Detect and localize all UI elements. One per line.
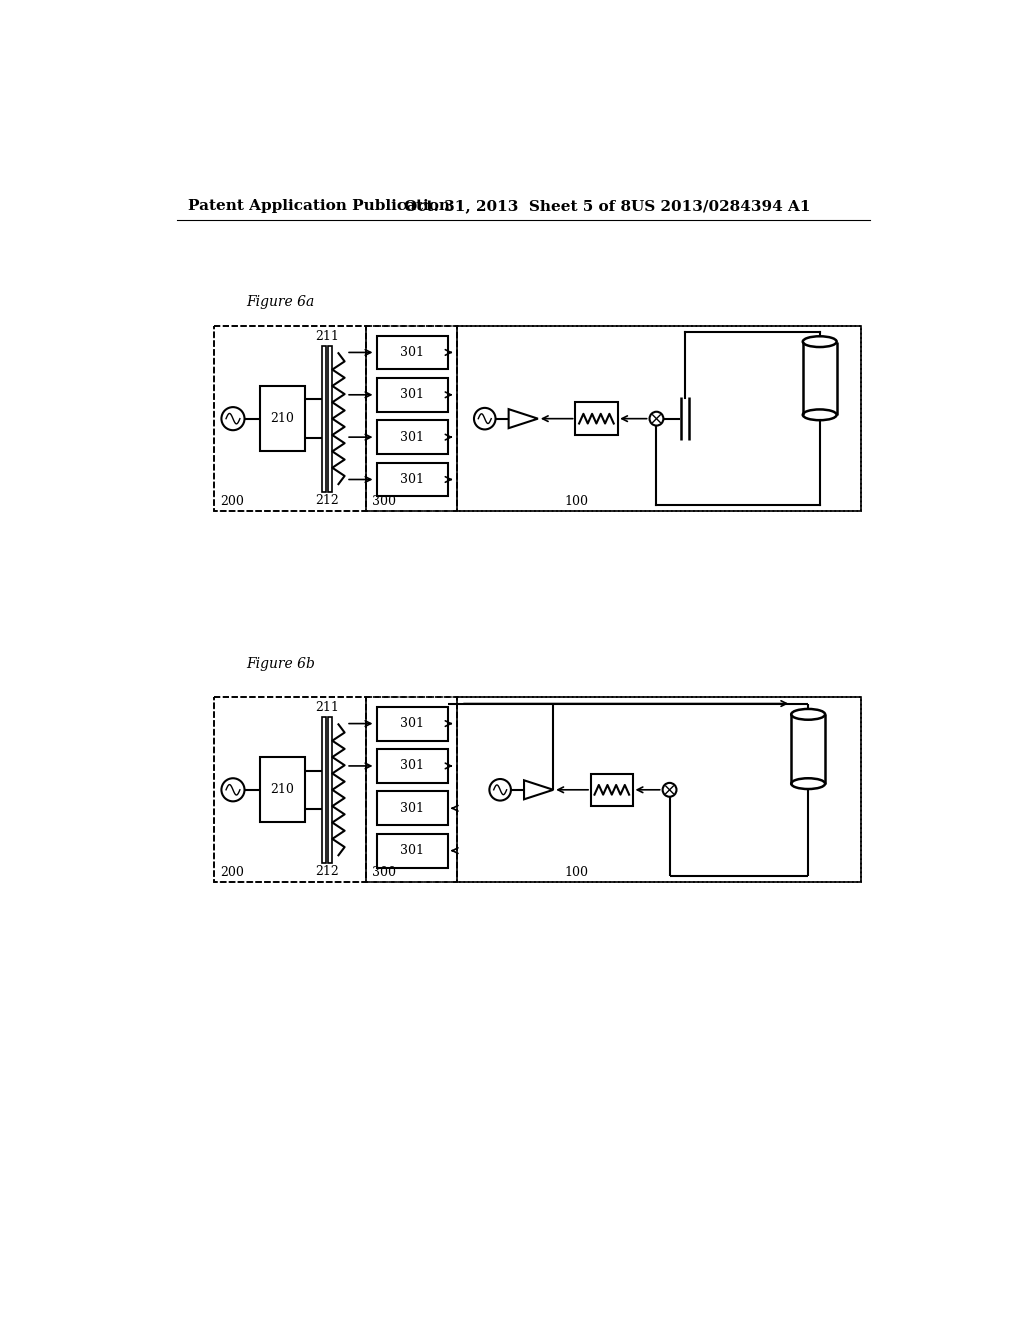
Text: 300: 300 <box>373 866 396 879</box>
Bar <box>377 834 447 867</box>
Ellipse shape <box>803 409 837 420</box>
Polygon shape <box>524 780 553 800</box>
Bar <box>328 717 333 863</box>
Text: 301: 301 <box>400 346 424 359</box>
Bar <box>367 697 457 882</box>
Bar <box>260 387 304 451</box>
Text: 301: 301 <box>400 717 424 730</box>
Text: 301: 301 <box>400 430 424 444</box>
Bar <box>591 774 633 807</box>
Text: 210: 210 <box>270 412 294 425</box>
Bar <box>328 346 333 492</box>
Bar <box>457 326 860 511</box>
Text: 200: 200 <box>220 866 244 879</box>
Bar <box>377 420 447 454</box>
Bar <box>575 403 617 434</box>
Bar <box>377 706 447 741</box>
Text: 301: 301 <box>400 843 424 857</box>
Text: 200: 200 <box>220 495 244 508</box>
Bar <box>214 326 367 511</box>
Bar <box>367 326 457 511</box>
Circle shape <box>489 779 511 800</box>
Bar <box>214 326 860 511</box>
Bar <box>214 697 860 882</box>
Text: Figure 6a: Figure 6a <box>246 296 314 309</box>
Bar <box>260 758 304 822</box>
Bar <box>214 697 367 882</box>
Circle shape <box>474 408 496 429</box>
Bar <box>457 697 860 882</box>
Text: 300: 300 <box>373 495 396 508</box>
Bar <box>377 748 447 783</box>
Bar <box>377 378 447 412</box>
Text: 212: 212 <box>315 494 339 507</box>
Ellipse shape <box>792 709 825 719</box>
Circle shape <box>663 783 677 797</box>
Circle shape <box>649 412 664 425</box>
Text: 100: 100 <box>565 866 589 879</box>
Ellipse shape <box>792 779 825 789</box>
Bar <box>322 346 326 492</box>
Bar <box>322 717 326 863</box>
Ellipse shape <box>803 337 837 347</box>
Text: 100: 100 <box>565 495 589 508</box>
Circle shape <box>221 779 245 801</box>
Text: Oct. 31, 2013  Sheet 5 of 8: Oct. 31, 2013 Sheet 5 of 8 <box>403 199 631 213</box>
Bar <box>377 335 447 370</box>
Text: Patent Application Publication: Patent Application Publication <box>188 199 451 213</box>
Polygon shape <box>509 409 538 428</box>
Text: Figure 6b: Figure 6b <box>246 657 315 672</box>
Text: 301: 301 <box>400 801 424 814</box>
Text: 301: 301 <box>400 759 424 772</box>
Text: 301: 301 <box>400 388 424 401</box>
Bar <box>377 792 447 825</box>
Text: 301: 301 <box>400 473 424 486</box>
Text: 211: 211 <box>315 701 339 714</box>
Bar <box>377 462 447 496</box>
Text: 210: 210 <box>270 783 294 796</box>
Circle shape <box>221 407 245 430</box>
Text: 212: 212 <box>315 866 339 878</box>
Text: 211: 211 <box>315 330 339 343</box>
Text: US 2013/0284394 A1: US 2013/0284394 A1 <box>631 199 811 213</box>
